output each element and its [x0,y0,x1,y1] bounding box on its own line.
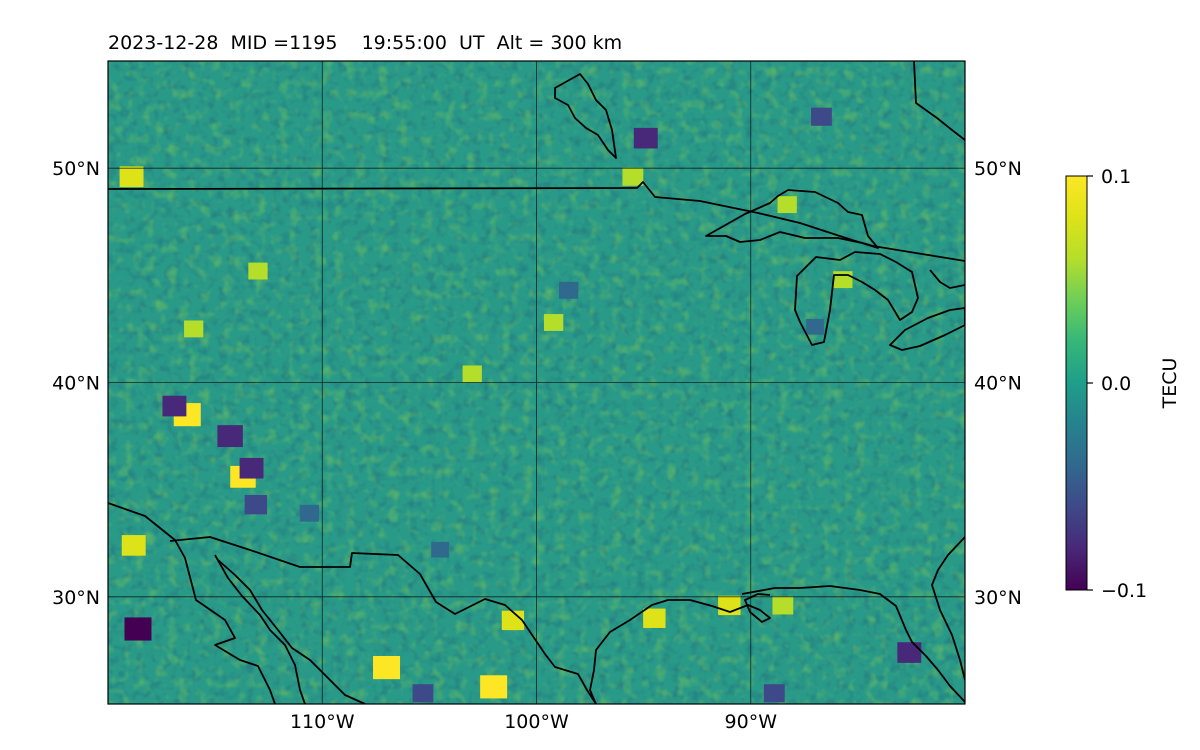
tec-highlight-cell [244,494,268,515]
colorbar-tick-label: 0.1 [1101,166,1131,188]
tec-highlight-cell [501,610,525,631]
baja-inner-coast [217,559,366,704]
florida-atlantic-coast [931,536,965,681]
tec-highlight-cell [763,684,785,703]
lat-tick-label-left: 30°N [52,587,100,609]
tec-highlight-cell [431,541,449,558]
colorbar-tick-label: −0.1 [1101,580,1147,602]
colorbar: 0.1 0.0 −0.1 TECU [1065,166,1181,602]
tec-highlight-cell [119,166,144,188]
tec-highlight-cell [412,684,434,703]
gulf-coast-east [741,585,965,703]
tec-highlight-cell [633,127,658,149]
gulf-of-california [214,554,306,704]
tec-highlight-cell [480,675,508,699]
lat-tick-label-left: 50°N [52,158,100,180]
tec-highlight-cell [777,196,797,214]
colorbar-ticks [1087,175,1093,591]
tec-highlight-cell [622,167,644,186]
lat-tick-label-left: 40°N [52,373,100,395]
lake-superior [705,189,879,249]
lon-tick-label: 90°W [725,711,778,733]
baja-peninsula [108,502,276,704]
mexico-border [169,536,597,704]
tec-highlight-cell [558,281,579,299]
tec-highlight-cell [833,271,853,289]
tec-highlight-cell [643,608,666,628]
tec-highlight-cell [462,365,482,383]
tec-highlight-cell [806,318,824,335]
tec-highlight-cell [897,642,922,663]
hudson-bay-coast [554,73,617,159]
lake-michigan-huron [794,251,919,346]
lat-tick-labels-left: 50°N 40°N 30°N [52,158,100,609]
lat-tick-label-right: 30°N [974,587,1022,609]
tec-highlight-cell [373,655,401,680]
lon-tick-label: 110°W [290,711,355,733]
coastlines-borders [108,61,965,704]
tec-highlight-layer [119,107,922,703]
tec-highlight-cell [248,262,268,280]
tec-highlight-cell [184,320,204,338]
chart-title: 2023-12-28 MID =1195 19:55:00 UT Alt = 3… [108,32,622,54]
tec-highlight-cell [811,107,832,126]
colorbar-tick-label: 0.0 [1101,373,1131,395]
lake-erie-ontario [889,307,965,351]
tec-highlight-cell [121,535,146,556]
tec-highlight-cell [162,395,187,417]
tec-highlight-cell [124,617,152,641]
gulf-coast-texas [589,593,771,704]
lat-tick-label-right: 40°N [974,373,1022,395]
great-lakes-east [929,269,965,289]
colorbar-gradient [1065,175,1088,591]
tec-highlight-cell [239,457,264,479]
tec-highlight-cell [772,596,794,615]
colorbar-label: TECU [1159,358,1181,410]
lat-tick-label-right: 50°N [974,158,1022,180]
map-frame [107,60,966,705]
tec-highlight-cell [217,425,243,448]
map-panel [108,61,965,704]
tec-highlight-cell [299,504,320,522]
tec-highlight-cell [543,314,564,331]
lon-tick-labels: 110°W 100°W 90°W [290,711,777,733]
east-coast-north [913,61,965,141]
lon-tick-label: 100°W [504,711,569,733]
lat-tick-labels-right: 50°N 40°N 30°N [974,158,1022,609]
